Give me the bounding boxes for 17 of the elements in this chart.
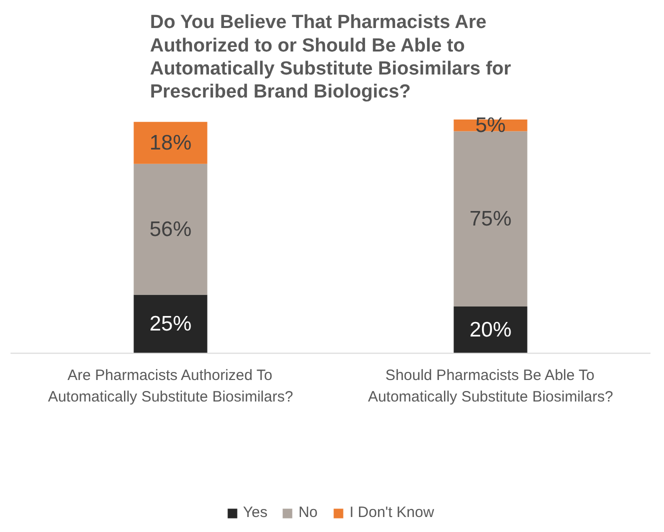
bar xyxy=(134,294,208,354)
data-label: 25% xyxy=(149,312,192,336)
data-label: 56% xyxy=(149,218,192,241)
legend-label: I Don't Know xyxy=(349,504,434,521)
x-tick-label: Should Pharmacists Be Able To Automatically Substitute Biosimilars? xyxy=(368,367,614,406)
bar xyxy=(134,164,208,295)
data-label: 75% xyxy=(469,207,512,230)
chart-title: Do You Believe That Pharmacists Are Authorized to or Should Be Able to Automatically Substitute Biosimilars for Prescribed Brand Biologics? xyxy=(150,12,512,102)
data-label: 20% xyxy=(469,318,512,342)
bar xyxy=(454,131,528,306)
bar xyxy=(454,306,528,354)
legend-label: Yes xyxy=(242,504,268,521)
legend-label: No xyxy=(298,504,318,521)
x-tick-label: Are Pharmacists Authorized To Automatically Substitute Biosimilars? xyxy=(48,367,294,406)
data-label: 5% xyxy=(475,114,506,137)
bar xyxy=(134,122,208,164)
data-label: 18% xyxy=(149,131,192,154)
